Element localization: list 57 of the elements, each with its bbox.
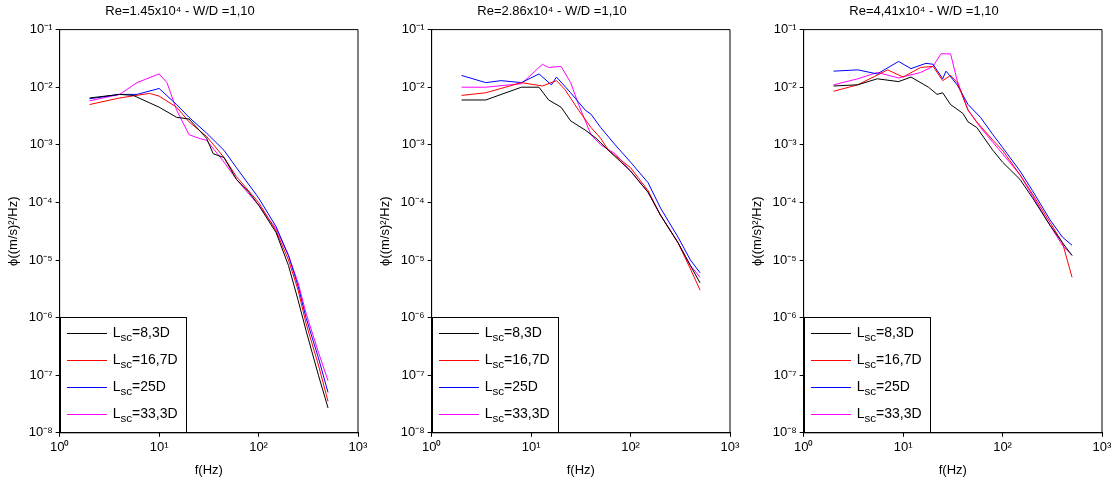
x-tick-label: 10³ [1092,439,1113,455]
x-tick-label: 10³ [348,439,369,455]
x-axis-title: f(Hz) [194,461,223,477]
x-tick-label: 10¹ [893,439,914,455]
x-tick-label: 10⁰ [421,439,442,455]
y-tick-label: 10⁻⁷ [29,366,53,382]
y-tick-label: 10⁻² [29,78,54,94]
y-tick-label: 10⁻⁷ [773,366,797,382]
legend-label: L$_{sc}$=8,3D [484,323,542,343]
chart-title: Re=2.86x10⁴ - W/D =1,10 [477,3,627,19]
x-axis-title: f(Hz) [938,461,967,477]
y-axis-title: ϕ((m/s)²/Hz) [377,196,393,266]
x-tick-label: 10¹ [149,439,170,455]
y-tick-label: 10⁻⁸ [28,424,53,440]
y-axis-title: ϕ((m/s)²/Hz) [749,196,765,266]
x-tick-label: 10⁰ [49,439,70,455]
legend-label: L$_{sc}$=33,3D [484,404,550,424]
chart-title: Re=4,41x10⁴ - W/D =1,10 [849,3,999,19]
legend-label: L$_{sc}$=25D [112,377,166,397]
y-tick-label: 10⁻³ [773,136,798,152]
x-tick-label: 10³ [720,439,741,455]
y-tick-label: 10⁻⁵ [400,251,425,267]
y-tick-label: 10⁻⁸ [400,424,425,440]
y-tick-label: 10⁻³ [29,136,54,152]
y-tick-label: 10⁻³ [401,136,426,152]
x-tick-label: 10⁰ [793,439,814,455]
x-tick-label: 10² [621,439,641,455]
y-tick-label: 10⁻⁶ [772,309,797,325]
legend-label: L$_{sc}$=16,7D [112,350,178,370]
legend-label: L$_{sc}$=8,3D [856,323,914,343]
legend-label: L$_{sc}$=33,3D [856,404,922,424]
y-tick-label: 10⁻⁴ [28,193,53,209]
y-tick-label: 10⁻⁵ [772,251,797,267]
y-tick-label: 10⁻² [401,78,426,94]
legend-label: L$_{sc}$=33,3D [112,404,178,424]
y-tick-label: 10⁻⁵ [28,251,53,267]
y-tick-label: 10⁻¹ [29,21,54,37]
y-tick-label: 10⁻⁸ [772,424,797,440]
legend-label: L$_{sc}$=16,7D [484,350,550,370]
y-tick-label: 10⁻⁶ [28,309,53,325]
y-tick-label: 10⁻⁶ [400,309,425,325]
x-tick-label: 10² [993,439,1013,455]
x-axis-title: f(Hz) [566,461,595,477]
y-axis-title: ϕ((m/s)²/Hz) [5,196,21,266]
y-tick-label: 10⁻⁴ [400,193,425,209]
y-tick-label: 10⁻⁴ [772,193,797,209]
y-tick-label: 10⁻² [773,78,798,94]
y-tick-label: 10⁻⁷ [401,366,425,382]
x-tick-label: 10¹ [521,439,542,455]
legend-label: L$_{sc}$=16,7D [856,350,922,370]
legend-label: L$_{sc}$=25D [484,377,538,397]
chart-title: Re=1.45x10⁴ - W/D =1,10 [105,3,255,19]
x-tick-label: 10² [249,439,269,455]
legend-label: L$_{sc}$=25D [856,377,910,397]
y-tick-label: 10⁻¹ [401,21,426,37]
legend-label: L$_{sc}$=8,3D [112,323,170,343]
y-tick-label: 10⁻¹ [773,21,798,37]
